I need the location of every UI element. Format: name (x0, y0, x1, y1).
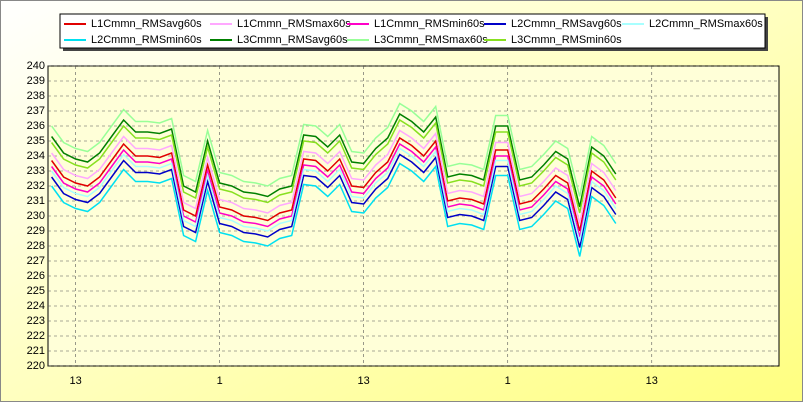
legend-label: L2Cmmn_RMSmin60s (91, 34, 202, 46)
y-tick-label: 228 (27, 240, 45, 252)
y-tick-label: 223 (27, 315, 45, 327)
y-tick-label: 231 (27, 195, 45, 207)
y-tick-label: 237 (27, 105, 45, 117)
x-tick-label: 13 (646, 375, 658, 387)
series-line (50, 162, 617, 257)
legend-label: L1Cmmn_RMSmin60s (374, 18, 485, 30)
x-tick-label: 13 (358, 375, 370, 387)
series-line (50, 147, 617, 242)
legend-label: L3Cmmn_RMSmin60s (511, 34, 622, 46)
y-tick-label: 240 (27, 60, 45, 72)
series-line (50, 118, 617, 214)
y-tick-label: 227 (27, 255, 45, 267)
y-tick-label: 221 (27, 345, 45, 357)
y-tick-label: 239 (27, 75, 45, 87)
legend-label: L3Cmmn_RMSavg60s (237, 34, 348, 46)
series-line (50, 112, 617, 208)
legend-label: L2Cmmn_RMSmax60s (649, 18, 763, 30)
series-line (50, 129, 617, 224)
y-tick-label: 236 (27, 120, 45, 132)
legend-label: L3Cmmn_RMSmax60s (374, 34, 488, 46)
legend-label: L2Cmmn_RMSavg60s (511, 18, 622, 30)
y-tick-label: 225 (27, 285, 45, 297)
y-tick-label: 220 (27, 360, 45, 372)
x-tick-label: 1 (505, 375, 511, 387)
series-line (50, 102, 617, 197)
y-tick-label: 226 (27, 270, 45, 282)
y-tick-label: 234 (27, 150, 45, 162)
y-tick-label: 233 (27, 165, 45, 177)
series-line (50, 142, 617, 238)
legend-label: L1Cmmn_RMSavg60s (91, 18, 202, 30)
legend-label: L1Cmmn_RMSmax60s (237, 18, 351, 30)
y-tick-label: 224 (27, 300, 45, 312)
y-tick-label: 229 (27, 225, 45, 237)
y-tick-label: 230 (27, 210, 45, 222)
y-tick-label: 222 (27, 330, 45, 342)
y-tick-label: 235 (27, 135, 45, 147)
y-tick-label: 232 (27, 180, 45, 192)
series-line (50, 153, 617, 248)
series-line (50, 136, 617, 232)
legend-box (59, 13, 766, 49)
y-tick-label: 238 (27, 90, 45, 102)
x-tick-label: 1 (217, 375, 223, 387)
x-tick-label: 13 (69, 375, 81, 387)
